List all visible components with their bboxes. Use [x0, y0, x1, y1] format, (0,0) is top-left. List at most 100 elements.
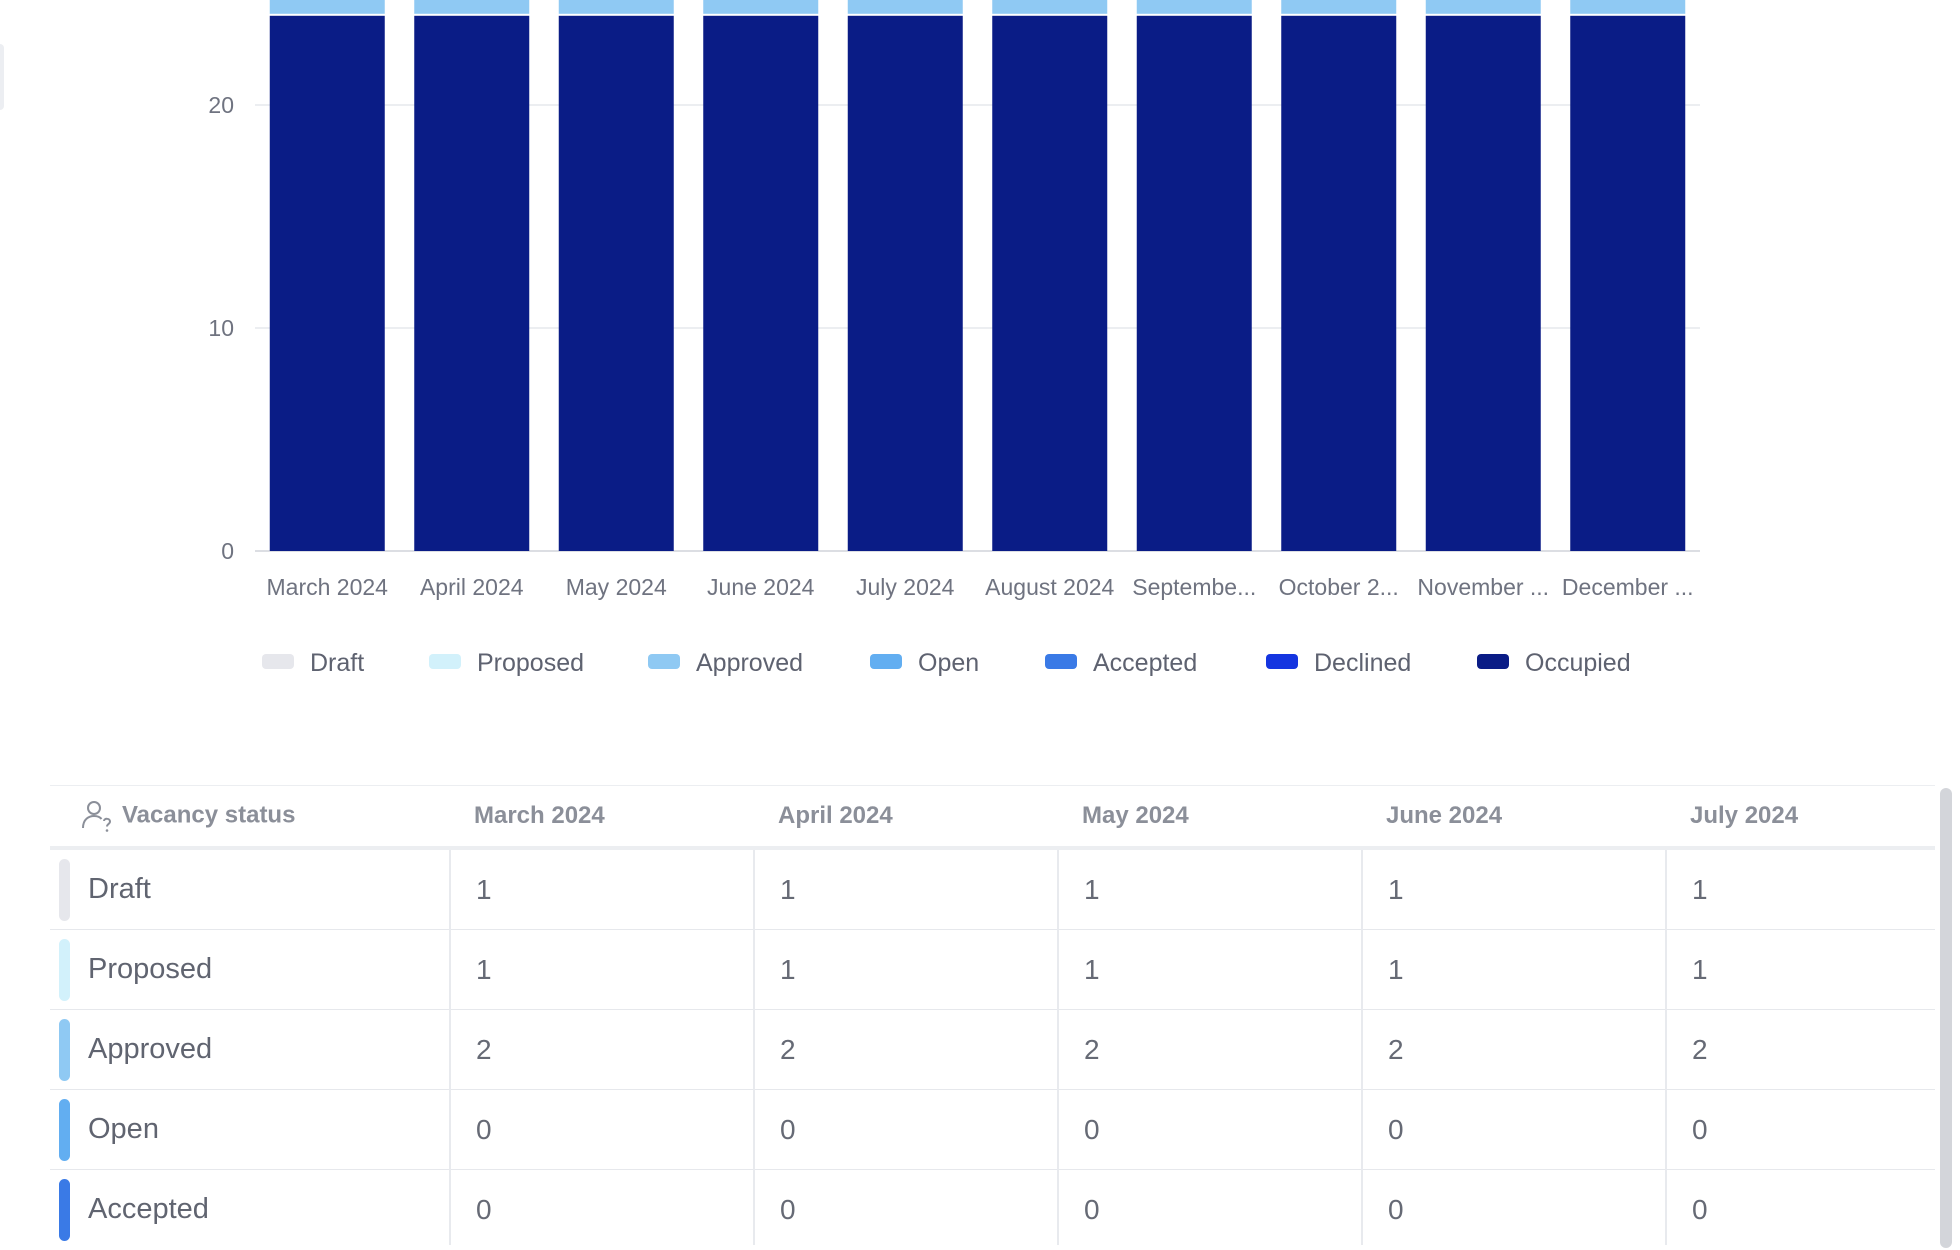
table-cell: 0 [1666, 1089, 1935, 1170]
month-header[interactable]: May 2024 [1058, 785, 1362, 850]
y-tick-label: 0 [221, 538, 234, 564]
table-cell: 1 [1666, 929, 1935, 1010]
legend-swatch[interactable] [1477, 654, 1509, 669]
table-row: Approved 2 2 2 2 2 [50, 1009, 1935, 1090]
legend-label[interactable]: Accepted [1093, 649, 1197, 677]
x-tick-label: October 2... [1279, 574, 1399, 600]
vacancy-table-container[interactable]: Vacancy status March 2024 April 2024 May… [50, 785, 1935, 1245]
vacancy-status-chart: 0 10 20 March 2024 April 2024 May 2024 June 20… [208, 0, 1700, 677]
table-cell: 0 [450, 1089, 755, 1170]
x-tick-label: Septembe... [1132, 574, 1256, 600]
month-header[interactable]: July 2024 [1666, 785, 1935, 850]
table-cell: 0 [1666, 1169, 1935, 1245]
bar-segment-occupied[interactable] [558, 15, 674, 552]
table-row: Draft 1 1 1 1 1 [50, 848, 1935, 930]
table-cell: 1 [754, 929, 1059, 1010]
table-cell: 0 [1362, 1169, 1667, 1245]
vacancy-status-header[interactable]: Vacancy status [50, 785, 450, 850]
table-cell: 0 [754, 1169, 1059, 1245]
x-tick-label: March 2024 [267, 574, 389, 600]
x-tick-label: December ... [1562, 574, 1694, 600]
bar-segment-approved[interactable] [558, 0, 674, 14]
table-cell: 1 [1058, 848, 1363, 930]
table-cell: 1 [1362, 848, 1667, 930]
month-header[interactable]: April 2024 [754, 785, 1058, 850]
table-cell: 1 [450, 848, 755, 930]
table-cell: 0 [1362, 1089, 1667, 1170]
table-cell: 0 [450, 1169, 755, 1245]
bar-segment-approved[interactable] [414, 0, 530, 14]
status-label: Open [88, 1113, 159, 1145]
table-scrollbar[interactable] [1940, 788, 1952, 1248]
bar-segment-approved[interactable] [1570, 0, 1686, 14]
status-label: Approved [88, 1033, 213, 1065]
vacancy-status-header-label: Vacancy status [122, 801, 296, 829]
table-row: Accepted 0 0 0 0 0 [50, 1169, 1935, 1245]
bar-segment-occupied[interactable] [414, 15, 530, 552]
table-cell: 2 [754, 1009, 1059, 1090]
table-row: Open 0 0 0 0 0 [50, 1089, 1935, 1170]
legend-label[interactable]: Open [918, 649, 979, 677]
table-header-row: Vacancy status March 2024 April 2024 May… [50, 785, 1935, 850]
table-cell: 1 [754, 848, 1059, 930]
legend-swatch[interactable] [262, 654, 294, 669]
bar-segment-occupied[interactable] [1281, 15, 1397, 552]
bar-segment-approved[interactable] [1425, 0, 1541, 14]
month-header[interactable]: June 2024 [1362, 785, 1666, 850]
status-color-swatch [59, 1179, 70, 1241]
legend-label[interactable]: Occupied [1525, 649, 1631, 677]
bar-segment-occupied[interactable] [703, 15, 819, 552]
status-color-swatch [59, 1019, 70, 1081]
month-header[interactable]: March 2024 [450, 785, 754, 850]
table-cell: 2 [450, 1009, 755, 1090]
table-cell: 2 [1666, 1009, 1935, 1090]
bar-segment-occupied[interactable] [847, 15, 963, 552]
y-tick-label: 20 [208, 92, 234, 118]
table-cell: 1 [1058, 929, 1363, 1010]
legend-label[interactable]: Declined [1314, 649, 1411, 677]
legend-label[interactable]: Proposed [477, 649, 584, 677]
vacancy-status-table: Vacancy status March 2024 April 2024 May… [50, 785, 1935, 1245]
bar-segment-approved[interactable] [703, 0, 819, 14]
table-cell: 1 [450, 929, 755, 1010]
legend-swatch[interactable] [870, 654, 902, 669]
table-cell: 2 [1362, 1009, 1667, 1090]
x-tick-label: November ... [1417, 574, 1549, 600]
bar-segment-approved[interactable] [269, 0, 385, 14]
bar-segment-approved[interactable] [1136, 0, 1252, 14]
table-cell: 0 [1058, 1089, 1363, 1170]
legend-swatch[interactable] [648, 654, 680, 669]
status-color-swatch [59, 859, 70, 921]
legend-label[interactable]: Approved [696, 649, 803, 677]
bar-segment-occupied[interactable] [992, 15, 1108, 552]
table-cell: 1 [1666, 848, 1935, 930]
status-label: Accepted [88, 1193, 209, 1225]
bar-segment-occupied[interactable] [269, 15, 385, 552]
side-panel-tab[interactable] [0, 44, 4, 110]
status-color-swatch [59, 1099, 70, 1161]
status-color-swatch [59, 939, 70, 1001]
legend-swatch[interactable] [1045, 654, 1077, 669]
x-tick-label: June 2024 [707, 574, 815, 600]
bar-segment-occupied[interactable] [1570, 15, 1686, 552]
bar-segment-approved[interactable] [1281, 0, 1397, 14]
x-tick-label: May 2024 [566, 574, 667, 600]
bar-segment-occupied[interactable] [1136, 15, 1252, 552]
table-cell: 1 [1362, 929, 1667, 1010]
bar-segment-approved[interactable] [992, 0, 1108, 14]
table-cell: 0 [1058, 1169, 1363, 1245]
bar-segment-approved[interactable] [847, 0, 963, 14]
legend-swatch[interactable] [429, 654, 461, 669]
x-tick-label: August 2024 [985, 574, 1114, 600]
table-cell: 2 [1058, 1009, 1363, 1090]
legend-label[interactable]: Draft [310, 649, 364, 677]
legend-swatch[interactable] [1266, 654, 1298, 669]
x-tick-label: April 2024 [420, 574, 524, 600]
x-tick-label: July 2024 [856, 574, 955, 600]
table-row: Proposed 1 1 1 1 1 [50, 929, 1935, 1010]
person-question-icon [82, 801, 112, 832]
table-cell: 0 [754, 1089, 1059, 1170]
status-label: Proposed [88, 953, 213, 985]
status-label: Draft [88, 873, 151, 905]
bar-segment-occupied[interactable] [1425, 15, 1541, 552]
